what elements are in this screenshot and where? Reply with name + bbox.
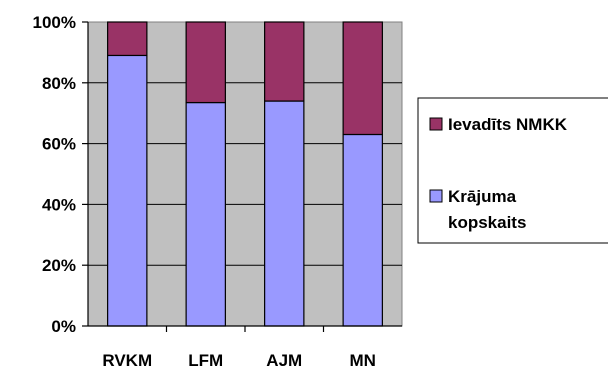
legend-swatch (429, 117, 443, 131)
bar-segment (342, 21, 383, 136)
x-tick-label: MN (350, 351, 376, 370)
bar-segment (342, 133, 383, 327)
bar-segment (185, 101, 226, 327)
legend-label: Krājuma kopskaits (448, 187, 526, 232)
bars (107, 21, 383, 332)
y-tick-label: 0% (51, 317, 76, 336)
legend-box (417, 97, 608, 244)
bar-segment (185, 21, 226, 104)
bar-segment (264, 21, 305, 102)
bar-segment (107, 21, 148, 57)
legend-label: Ievadīts NMKK (448, 115, 568, 134)
y-tick-labels: 0% 20% 40% 60% 80% 100% (33, 13, 76, 336)
legend: Ievadīts NMKK Krājuma kopskaits (417, 97, 608, 244)
y-tick-label: 60% (42, 135, 76, 154)
x-tick-label: RVKM (102, 351, 152, 370)
y-tick-label: 80% (42, 74, 76, 93)
bar-segment (264, 100, 305, 327)
x-tick-label: LFM (188, 351, 223, 370)
bar-segment (107, 54, 148, 327)
x-tick-label: AJM (266, 351, 302, 370)
y-tick-label: 20% (42, 256, 76, 275)
legend-swatch (429, 189, 443, 203)
x-tick-labels: RVKM LFM AJM MN (102, 351, 376, 370)
axes (87, 22, 402, 327)
y-tick-label: 40% (42, 195, 76, 214)
y-tick-label: 100% (33, 13, 76, 32)
